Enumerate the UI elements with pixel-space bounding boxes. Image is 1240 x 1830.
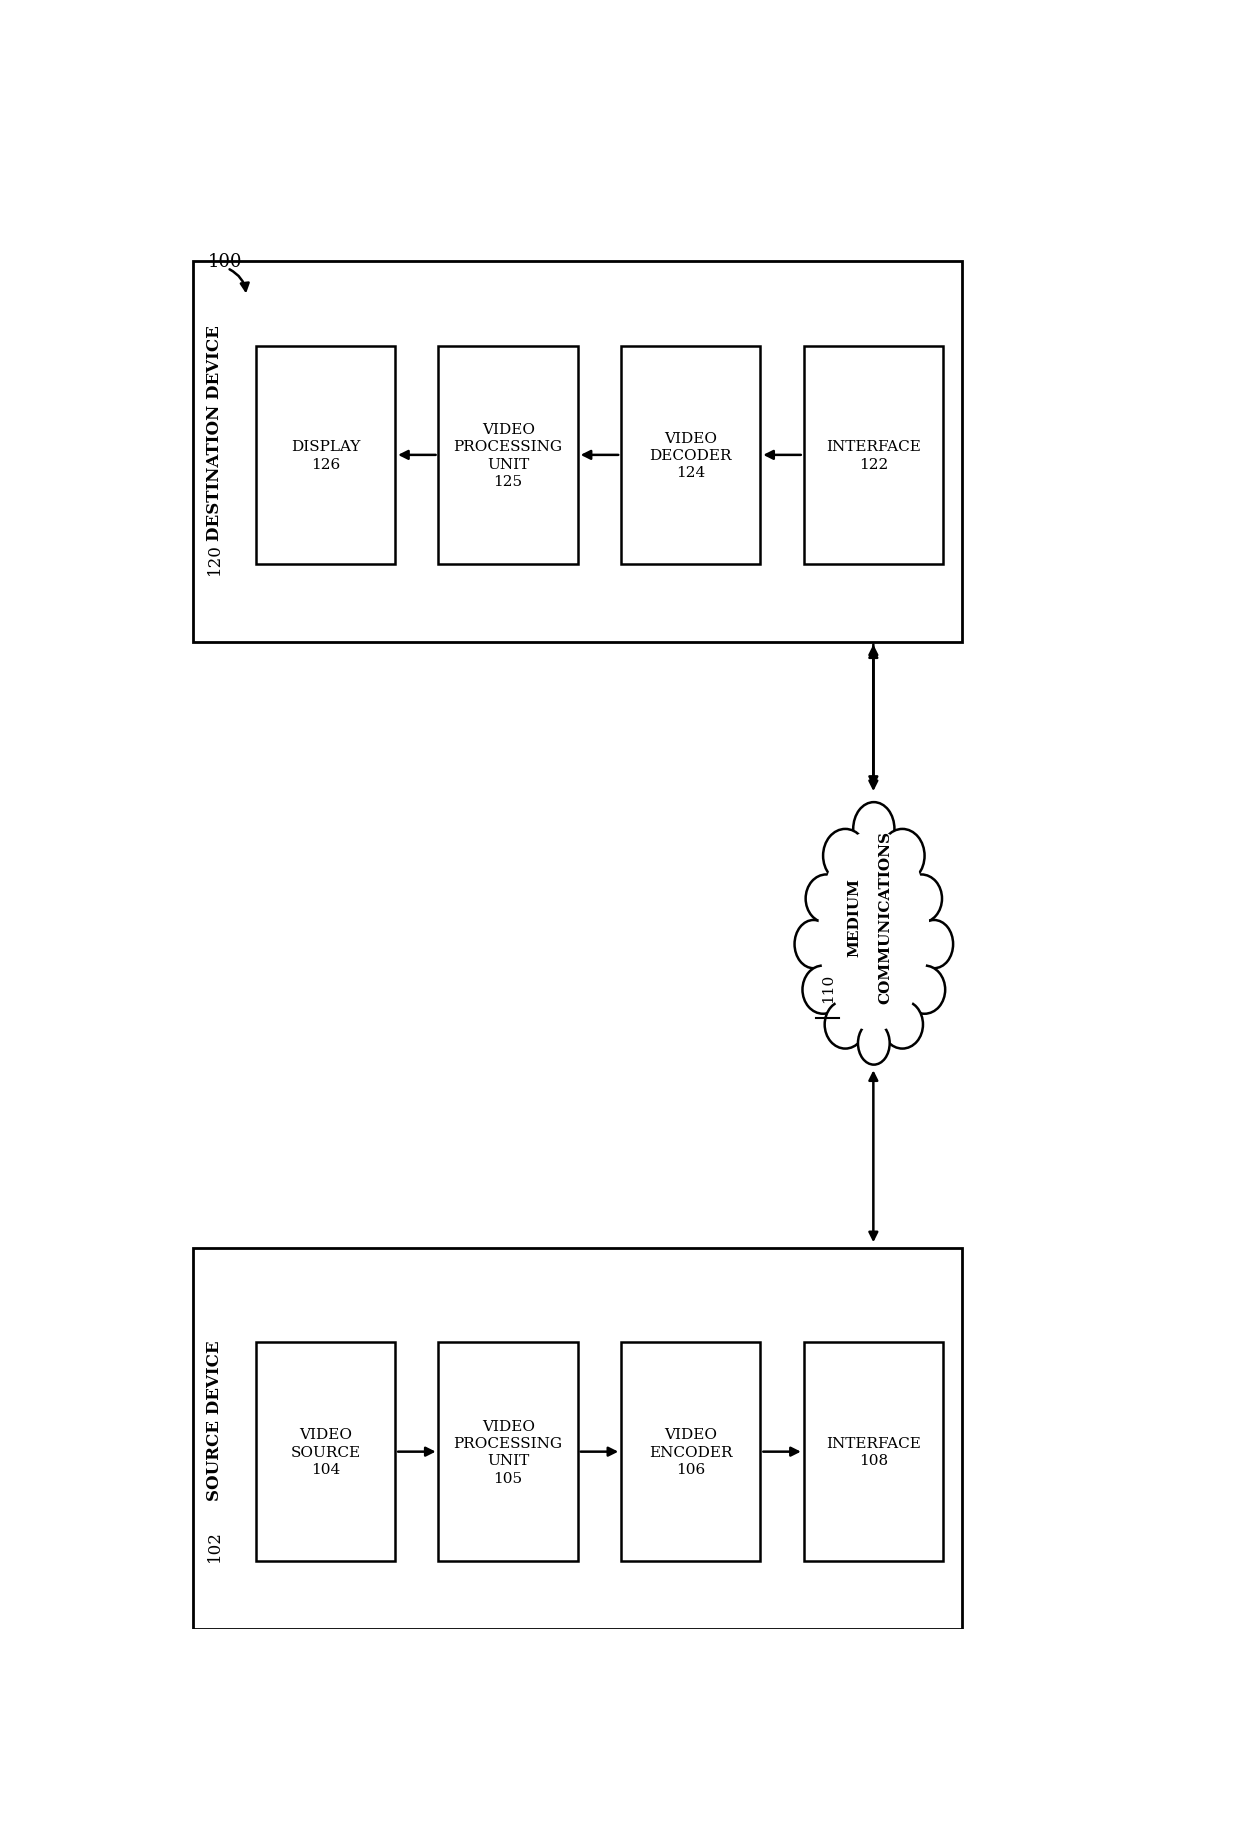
FancyBboxPatch shape [193, 1248, 962, 1629]
FancyBboxPatch shape [804, 1343, 944, 1561]
Ellipse shape [825, 1001, 866, 1049]
Text: COMMUNICATIONS: COMMUNICATIONS [878, 831, 893, 1003]
FancyBboxPatch shape [621, 346, 760, 565]
Text: SOURCE DEVICE: SOURCE DEVICE [206, 1340, 223, 1501]
Text: DISPLAY
126: DISPLAY 126 [291, 439, 361, 472]
Ellipse shape [818, 831, 929, 1032]
Text: MEDIUM: MEDIUM [848, 878, 862, 957]
Ellipse shape [795, 920, 832, 968]
Text: INTERFACE
108: INTERFACE 108 [826, 1437, 921, 1468]
FancyBboxPatch shape [439, 1343, 578, 1561]
Ellipse shape [853, 803, 894, 856]
Ellipse shape [806, 875, 847, 922]
Ellipse shape [904, 966, 945, 1014]
FancyBboxPatch shape [439, 346, 578, 565]
Ellipse shape [823, 829, 868, 884]
Ellipse shape [900, 875, 942, 922]
Ellipse shape [915, 920, 954, 968]
Ellipse shape [858, 1023, 889, 1065]
Text: DESTINATION DEVICE: DESTINATION DEVICE [206, 326, 223, 542]
FancyBboxPatch shape [255, 1343, 396, 1561]
Ellipse shape [880, 829, 925, 884]
Text: VIDEO
PROCESSING
UNIT
125: VIDEO PROCESSING UNIT 125 [454, 423, 563, 489]
FancyBboxPatch shape [804, 346, 944, 565]
Text: 120: 120 [206, 544, 223, 575]
Text: 100: 100 [208, 253, 242, 271]
Text: VIDEO
ENCODER
106: VIDEO ENCODER 106 [649, 1427, 733, 1477]
Text: 102: 102 [206, 1530, 223, 1561]
FancyBboxPatch shape [193, 262, 962, 642]
FancyBboxPatch shape [255, 346, 396, 565]
Text: 110: 110 [821, 974, 835, 1003]
Ellipse shape [802, 966, 843, 1014]
FancyBboxPatch shape [621, 1343, 760, 1561]
Text: INTERFACE
122: INTERFACE 122 [826, 439, 921, 472]
FancyArrowPatch shape [229, 271, 248, 291]
Text: VIDEO
PROCESSING
UNIT
105: VIDEO PROCESSING UNIT 105 [454, 1418, 563, 1484]
Ellipse shape [882, 1001, 923, 1049]
Ellipse shape [815, 822, 934, 1041]
Text: VIDEO
SOURCE
104: VIDEO SOURCE 104 [290, 1427, 361, 1477]
Text: VIDEO
DECODER
124: VIDEO DECODER 124 [650, 432, 732, 479]
